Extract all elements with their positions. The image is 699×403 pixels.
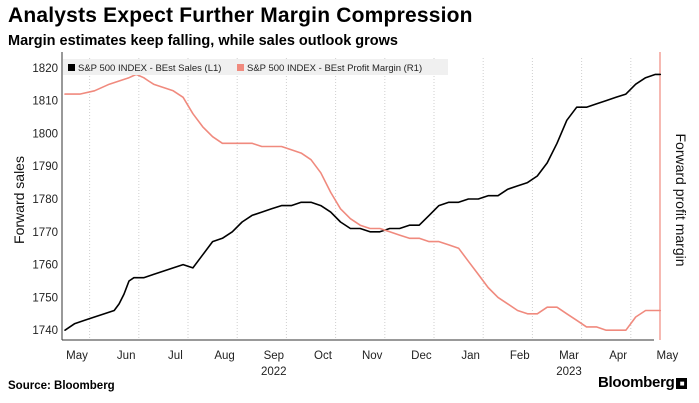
y-tick-label: 1780 bbox=[32, 194, 58, 206]
y-axis-title-left: Forward sales bbox=[11, 156, 27, 244]
y-tick-label: 1750 bbox=[32, 292, 58, 304]
y-tick-label: 1800 bbox=[32, 128, 58, 140]
x-tick-label: Mar bbox=[559, 350, 579, 362]
legend-label: S&P 500 INDEX - BEst Profit Margin (R1) bbox=[247, 63, 422, 74]
x-year-label: 2023 bbox=[556, 366, 582, 378]
grid-lines bbox=[89, 58, 632, 340]
x-tick-label: Apr bbox=[609, 350, 627, 362]
brand-name: Bloomberg bbox=[598, 374, 675, 391]
brand-mark-icon: ■ bbox=[676, 378, 688, 389]
x-tick-label: Nov bbox=[362, 350, 383, 362]
y-tick-label: 1820 bbox=[32, 63, 58, 75]
chart-title: Analysts Expect Further Margin Compressi… bbox=[8, 4, 473, 27]
x-tick-label: Aug bbox=[214, 350, 234, 362]
x-year-label: 2022 bbox=[261, 366, 287, 378]
x-tick-label: May bbox=[657, 350, 679, 362]
series-line-profit-margin bbox=[64, 73, 662, 331]
x-tick-label: Jun bbox=[117, 350, 136, 362]
x-tick-label: Jul bbox=[168, 350, 183, 362]
axes bbox=[61, 52, 661, 341]
series-lines bbox=[64, 73, 662, 331]
y-tick-label: 1740 bbox=[32, 325, 58, 337]
source-note: Source: Bloomberg bbox=[8, 380, 115, 392]
y-tick-label: 1760 bbox=[32, 260, 58, 272]
y-tick-label: 1810 bbox=[32, 96, 58, 108]
x-tick-label: Dec bbox=[411, 350, 432, 362]
x-tick-label: Sep bbox=[264, 350, 284, 362]
series-line-sales bbox=[64, 73, 662, 331]
y-axis-title-right: Forward profit margin bbox=[673, 133, 689, 266]
x-tick-label: May bbox=[66, 350, 88, 362]
legend-label: S&P 500 INDEX - BEst Sales (L1) bbox=[78, 63, 221, 74]
bloomberg-logo: Bloomberg ■ bbox=[598, 374, 688, 391]
x-tick-label: Jan bbox=[461, 350, 480, 362]
legend-swatch bbox=[68, 64, 75, 71]
legend-background bbox=[63, 59, 448, 75]
y-tick-label: 1790 bbox=[32, 161, 58, 173]
x-tick-label: Oct bbox=[314, 350, 333, 362]
x-tick-label: Feb bbox=[510, 350, 530, 362]
y-tick-label: 1770 bbox=[32, 227, 58, 239]
y-axis-ticks: 1740 1750 1760 1770 1780 1790 1800 1810 1820 bbox=[32, 63, 58, 337]
x-axis-ticks: May Jun Jul Aug Sep Oct Nov Dec Jan Feb Mar Apr May 2… bbox=[66, 350, 678, 378]
legend: S&P 500 INDEX - BEst Sales (L1) S&P 500 I… bbox=[63, 59, 448, 75]
chart-subtitle: Margin estimates keep falling, while sal… bbox=[8, 33, 398, 49]
legend-swatch bbox=[237, 64, 244, 71]
